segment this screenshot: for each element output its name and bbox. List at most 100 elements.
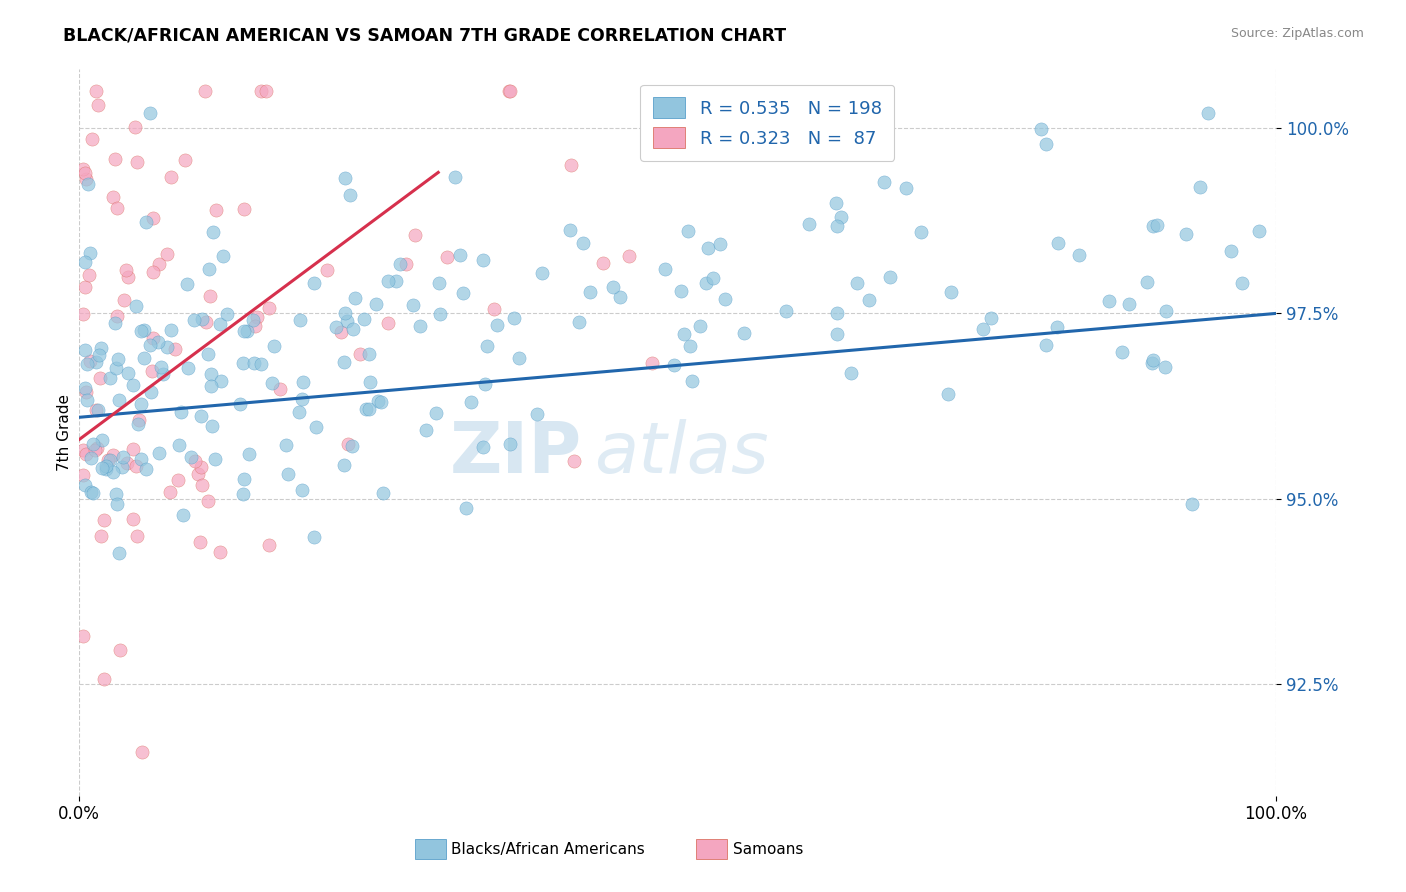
Point <box>204 452 226 467</box>
Point <box>357 346 380 360</box>
Point <box>879 270 901 285</box>
Point <box>194 315 217 329</box>
Point <box>141 385 163 400</box>
Point <box>664 359 686 373</box>
Point <box>339 188 361 202</box>
Point <box>135 461 157 475</box>
Point <box>201 225 224 239</box>
Point <box>159 169 181 184</box>
Point <box>156 246 179 260</box>
Point <box>243 356 266 370</box>
Point <box>291 392 314 406</box>
Point <box>197 347 219 361</box>
Point <box>939 285 962 300</box>
Point <box>733 326 755 340</box>
Point <box>679 339 702 353</box>
Point <box>191 311 214 326</box>
Point <box>108 546 131 560</box>
Point <box>105 497 128 511</box>
Point <box>429 307 451 321</box>
Point <box>531 266 554 280</box>
Point <box>150 359 173 374</box>
Point <box>139 337 162 351</box>
Point <box>148 257 170 271</box>
Point <box>292 376 315 390</box>
Point <box>188 534 211 549</box>
Point <box>277 467 299 482</box>
Point <box>166 473 188 487</box>
Point <box>316 262 339 277</box>
Point <box>232 356 254 370</box>
Point <box>77 268 100 283</box>
Point <box>562 454 585 468</box>
Point <box>689 318 711 333</box>
Point <box>129 397 152 411</box>
Point <box>148 334 170 349</box>
Point <box>1136 275 1159 289</box>
Point <box>176 277 198 292</box>
Point <box>243 319 266 334</box>
Point <box>344 291 367 305</box>
Point <box>105 309 128 323</box>
Y-axis label: 7th Grade: 7th Grade <box>58 393 72 471</box>
Point <box>641 356 664 370</box>
Point <box>232 487 254 501</box>
Point <box>302 276 325 290</box>
Point <box>82 437 104 451</box>
Point <box>385 274 408 288</box>
Point <box>676 224 699 238</box>
Point <box>526 408 548 422</box>
Point <box>197 261 219 276</box>
Point <box>340 439 363 453</box>
Point <box>75 447 97 461</box>
Point <box>1047 236 1070 251</box>
Point <box>302 530 325 544</box>
Point <box>104 316 127 330</box>
Point <box>342 322 364 336</box>
Point <box>107 351 129 366</box>
Point <box>190 460 212 475</box>
Point <box>72 629 94 643</box>
Point <box>108 643 131 657</box>
Point <box>1154 360 1177 375</box>
Point <box>673 326 696 341</box>
Point <box>415 423 437 437</box>
Point <box>172 508 194 522</box>
Point <box>96 458 118 473</box>
Point <box>87 98 110 112</box>
Point <box>177 360 200 375</box>
Point <box>291 483 314 497</box>
Point <box>1142 219 1164 233</box>
Point <box>117 269 139 284</box>
Point <box>357 402 380 417</box>
Point <box>76 357 98 371</box>
Point <box>121 512 143 526</box>
Point <box>269 383 291 397</box>
Point <box>141 364 163 378</box>
Point <box>404 227 426 242</box>
Point <box>156 340 179 354</box>
Point <box>336 314 359 328</box>
Point <box>333 355 356 369</box>
Point <box>124 120 146 134</box>
Point <box>654 262 676 277</box>
Point <box>111 460 134 475</box>
Point <box>127 155 149 169</box>
Point <box>290 313 312 327</box>
Point <box>1247 224 1270 238</box>
Point <box>134 323 156 337</box>
Point <box>80 451 103 466</box>
Point <box>872 175 894 189</box>
Point <box>229 397 252 411</box>
Point <box>409 319 432 334</box>
Point <box>135 215 157 229</box>
Point <box>1098 293 1121 308</box>
Point <box>936 387 959 401</box>
Point <box>499 84 522 98</box>
Point <box>91 461 114 475</box>
Point <box>94 462 117 476</box>
Point <box>180 450 202 464</box>
Point <box>1197 106 1219 120</box>
Point <box>858 293 880 307</box>
Point <box>129 451 152 466</box>
